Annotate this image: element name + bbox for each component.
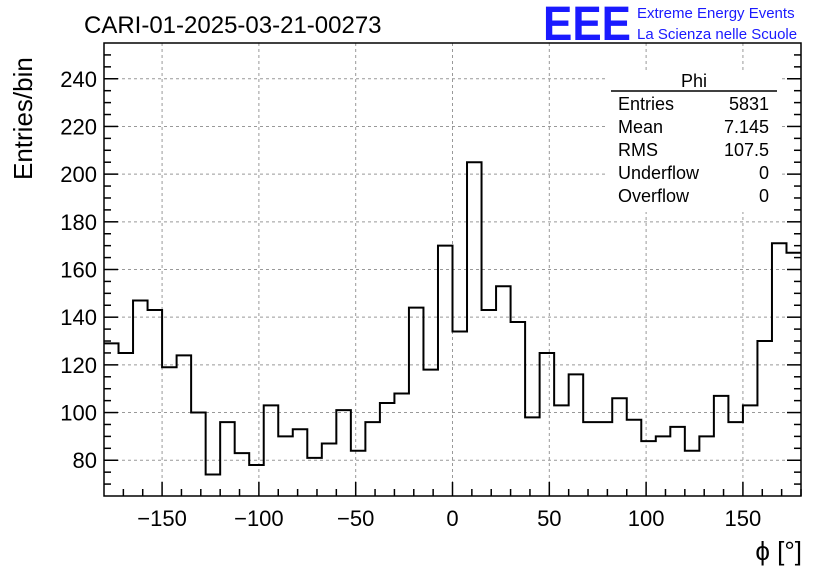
- stats-box-title: Phi: [681, 71, 707, 91]
- x-tick-label: −150: [137, 506, 187, 531]
- stats-row: Overflow 0: [618, 186, 769, 206]
- eee-logo: EEE Extreme Energy Events La Scienza nel…: [543, 0, 797, 51]
- histogram-bin: [336, 410, 351, 496]
- histogram-bin: [496, 286, 511, 496]
- histogram-bin: [540, 353, 555, 496]
- stats-label-entries: Entries: [618, 94, 674, 114]
- histogram-bin: [351, 451, 366, 496]
- stats-value-rms: 107.5: [724, 140, 769, 160]
- x-axis-ticks: −150 −100 −50 0 50 100 150: [122, 482, 802, 531]
- histogram-bin: [598, 422, 613, 496]
- histogram-bin: [670, 427, 685, 496]
- histogram-bin: [656, 436, 671, 496]
- histogram-bin: [554, 405, 569, 496]
- histogram-bin: [307, 458, 322, 496]
- histogram-bin: [293, 429, 308, 496]
- stats-label-rms: RMS: [618, 140, 658, 160]
- histogram-bin: [133, 300, 148, 496]
- stats-row: RMS 107.5: [618, 140, 769, 160]
- x-tick-label: 150: [725, 506, 762, 531]
- y-tick-label: 120: [60, 353, 97, 378]
- x-tick-label: 0: [446, 506, 458, 531]
- histogram-bin: [438, 246, 453, 496]
- histogram-bin: [220, 422, 235, 496]
- stats-label-mean: Mean: [618, 117, 663, 137]
- histogram-outline: [104, 161, 801, 476]
- histogram-bin: [714, 396, 729, 496]
- histogram-bin: [482, 310, 497, 496]
- stats-value-entries: 5831: [729, 94, 769, 114]
- histogram-bin: [394, 393, 409, 496]
- stats-box-background: [608, 72, 780, 212]
- histogram-bin: [177, 355, 192, 496]
- histogram-bin: [453, 331, 468, 496]
- histogram-bin: [757, 341, 772, 496]
- y-tick-label: 220: [60, 114, 97, 139]
- histogram-bin: [322, 444, 337, 496]
- histogram-bin: [772, 243, 787, 496]
- histogram-bin: [409, 308, 424, 496]
- histogram-bin: [699, 436, 714, 496]
- histogram-bin: [467, 162, 482, 496]
- stats-row: Underflow 0: [618, 163, 769, 183]
- histogram-bin: [423, 370, 438, 496]
- stats-value-mean: 7.145: [724, 117, 769, 137]
- stats-row: Entries 5831: [618, 94, 769, 114]
- histogram-bin: [641, 441, 656, 496]
- y-axis-label: Entries/bin: [8, 57, 38, 180]
- histogram-bin: [525, 417, 540, 496]
- stats-value-underflow: 0: [759, 163, 769, 183]
- histogram-bin: [365, 422, 380, 496]
- logo-line-1: Extreme Energy Events: [637, 5, 795, 22]
- histogram-bin: [235, 453, 250, 496]
- histogram-bin: [249, 465, 264, 496]
- histogram-bin: [191, 413, 206, 496]
- y-tick-label: 240: [60, 67, 97, 92]
- stats-label-underflow: Underflow: [618, 163, 700, 183]
- y-tick-label: 180: [60, 210, 97, 235]
- histogram-bin: [685, 451, 700, 496]
- stats-box: Phi Entries 5831 Mean 7.145 RMS 107.5 Un…: [608, 71, 780, 212]
- x-tick-label: −50: [337, 506, 374, 531]
- stats-label-overflow: Overflow: [618, 186, 690, 206]
- y-tick-label: 140: [60, 305, 97, 330]
- histogram-bin: [583, 422, 598, 496]
- y-axis-ticks: 80 100 120 140 160 180 200 220 240: [60, 54, 801, 485]
- histogram-bin: [278, 436, 293, 496]
- x-tick-label: 50: [537, 506, 561, 531]
- y-tick-label: 200: [60, 162, 97, 187]
- histogram-bin: [569, 374, 584, 496]
- stats-row: Mean 7.145: [618, 117, 769, 137]
- histogram-bin: [206, 475, 221, 496]
- histogram-bin: [148, 310, 163, 496]
- histogram-bin: [627, 420, 642, 496]
- x-tick-label: 100: [628, 506, 665, 531]
- y-tick-label: 160: [60, 258, 97, 283]
- histogram-bin: [119, 353, 134, 496]
- histogram-bin: [511, 322, 526, 496]
- histogram-bin: [264, 405, 279, 496]
- histogram-bin: [380, 403, 395, 496]
- y-tick-label: 80: [73, 448, 97, 473]
- chart-title: CARI-01-2025-03-21-00273: [84, 12, 382, 39]
- histogram-bin: [162, 367, 177, 496]
- histogram-bin: [743, 405, 758, 496]
- logo-line-2: La Scienza nelle Scuole: [637, 26, 797, 43]
- stats-value-overflow: 0: [759, 186, 769, 206]
- histogram-bin: [612, 398, 627, 496]
- eee-logo-mark: EEE: [543, 0, 631, 51]
- y-tick-label: 100: [60, 401, 97, 426]
- histogram-bin: [104, 343, 119, 496]
- histogram-bin: [728, 422, 743, 496]
- x-axis-label: ϕ [°]: [755, 536, 802, 566]
- x-tick-label: −100: [234, 506, 284, 531]
